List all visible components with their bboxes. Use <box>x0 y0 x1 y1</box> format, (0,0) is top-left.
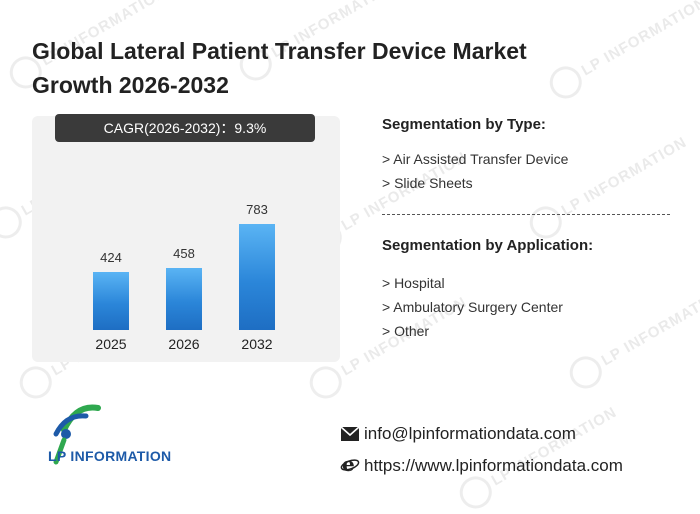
type-item: > Air Assisted Transfer Device <box>382 151 569 167</box>
section-divider <box>382 214 670 215</box>
application-item: > Ambulatory Surgery Center <box>382 299 563 315</box>
x-tick-label: 2026 <box>168 336 200 352</box>
bar-2032 <box>239 224 275 330</box>
browser-e-icon: e <box>340 454 360 474</box>
cagr-badge: CAGR(2026-2032)：9.3% <box>55 114 315 142</box>
bar-2025 <box>93 272 129 330</box>
segmentation-application-heading: Segmentation by Application: <box>382 237 594 254</box>
x-tick-label: 2025 <box>95 336 127 352</box>
lp-information-logo <box>53 404 101 465</box>
segmentation-type-heading: Segmentation by Type: <box>382 116 546 133</box>
watermark: LP INFORMATION <box>523 128 694 245</box>
application-item: > Hospital <box>382 275 445 291</box>
bar-value-label: 458 <box>173 246 195 261</box>
watermark: LP INFORMATION <box>563 278 700 395</box>
bar-2026 <box>166 268 202 330</box>
brand-name: LP INFORMATION <box>48 448 172 464</box>
email-text[interactable]: info@lpinformationdata.com <box>364 424 576 443</box>
contact-website[interactable]: e https://www.lpinformationdata.com <box>340 454 623 476</box>
mail-icon <box>340 426 360 441</box>
application-item: > Other <box>382 323 430 339</box>
type-item: > Slide Sheets <box>382 175 473 191</box>
x-tick-label: 2032 <box>241 336 273 352</box>
website-link[interactable]: https://www.lpinformationdata.com <box>364 456 623 475</box>
bar-value-label: 783 <box>246 202 268 217</box>
page-title: Global Lateral Patient Transfer Device M… <box>32 38 527 98</box>
contact-email[interactable]: info@lpinformationdata.com <box>340 424 576 444</box>
bar-value-label: 424 <box>100 250 122 265</box>
